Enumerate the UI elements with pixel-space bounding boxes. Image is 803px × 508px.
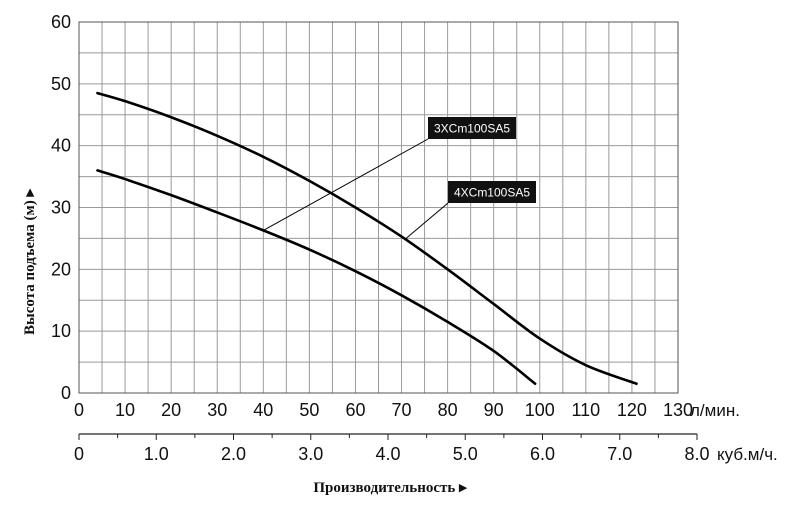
- y-tick-label: 20: [51, 259, 71, 279]
- x-tick-label: 130: [663, 400, 693, 420]
- x-tick-label: 70: [392, 400, 412, 420]
- leader-line: [263, 138, 429, 231]
- x-tick-label: 80: [438, 400, 458, 420]
- secondary-x-unit-label: куб.м/ч.: [717, 445, 778, 464]
- tick-labels: 0 10 20 30 40 50 60 0 10 20 30 40 50 60 70 80 90 100 110 12…: [51, 12, 740, 420]
- grid: [78, 21, 679, 394]
- x-tick-label: 90: [484, 400, 504, 420]
- x-axis-title: Производительность ▸: [313, 480, 468, 496]
- y-tick-label: 30: [51, 198, 71, 218]
- series-line-3XCm100SA5: [96, 91, 638, 386]
- x-tick-label: 100: [525, 400, 555, 420]
- series-layer: [96, 91, 638, 386]
- x-tick-label: 120: [617, 400, 647, 420]
- y-axis-title: Высота подъема (м) ▸: [22, 188, 38, 336]
- y-tick-label: 50: [51, 74, 71, 94]
- series-label-box: [428, 117, 516, 139]
- secondary-x-tick-label: 6.0: [530, 444, 555, 464]
- x-tick-label: 60: [345, 400, 365, 420]
- secondary-x-tick-label: 7.0: [607, 444, 632, 464]
- y-tick-label: 40: [51, 136, 71, 156]
- secondary-axis: 0 1.0 2.0 3.0 4.0 5.0 6.0 7.0 8.0 куб.м/ч.: [74, 433, 778, 464]
- series-label-text: 3XCm100SA5: [434, 122, 510, 136]
- secondary-x-tick-label: 4.0: [375, 444, 400, 464]
- series-line-4XCm100SA5: [96, 169, 537, 386]
- secondary-x-tick-label: 0: [74, 444, 84, 464]
- y-tick-label: 10: [51, 321, 71, 341]
- secondary-x-tick-label: 3.0: [298, 444, 323, 464]
- x-tick-label: 20: [161, 400, 181, 420]
- y-tick-label: 0: [61, 383, 71, 403]
- x-tick-label: 40: [253, 400, 273, 420]
- x-tick-label: 10: [115, 400, 135, 420]
- series-label-box: [448, 181, 536, 203]
- secondary-x-tick-label: 5.0: [453, 444, 478, 464]
- y-tick-label: 60: [51, 12, 71, 32]
- annotations-layer: 3XCm100SA5 4XCm100SA5: [263, 117, 536, 239]
- x-tick-label: 50: [299, 400, 319, 420]
- secondary-x-tick-label: 8.0: [684, 444, 709, 464]
- x-unit-label: л/мин.: [690, 401, 740, 420]
- series-label-text: 4XCm100SA5: [454, 186, 530, 200]
- leader-line: [405, 202, 449, 239]
- secondary-x-tick-label: 2.0: [221, 444, 246, 464]
- secondary-x-tick-label: 1.0: [144, 444, 169, 464]
- x-tick-label: 110: [571, 400, 600, 420]
- x-tick-label: 0: [74, 400, 84, 420]
- x-tick-label: 30: [207, 400, 227, 420]
- plot-frame: [78, 21, 679, 394]
